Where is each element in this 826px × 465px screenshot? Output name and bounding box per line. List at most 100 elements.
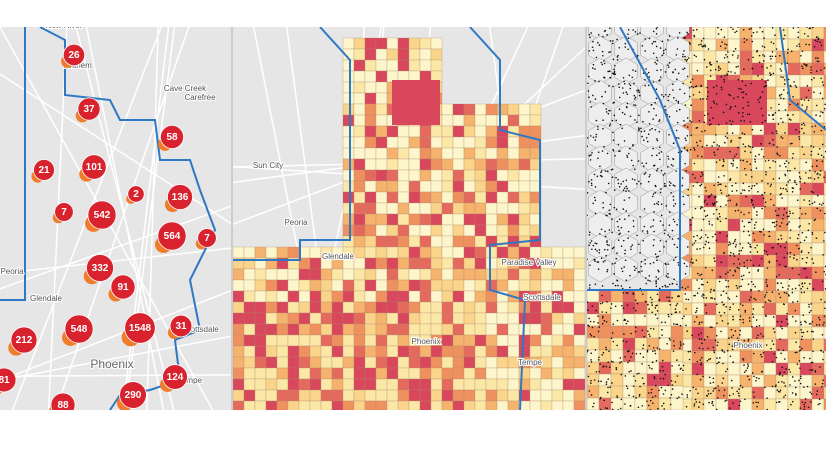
dot — [790, 119, 792, 121]
dot — [759, 97, 761, 99]
dot — [799, 225, 802, 227]
tract — [587, 301, 600, 315]
dot — [594, 98, 597, 100]
dot — [700, 338, 703, 341]
tract — [739, 230, 753, 244]
dot — [766, 284, 768, 286]
tract — [811, 362, 825, 376]
dot — [799, 241, 802, 244]
tract — [507, 301, 520, 314]
tract — [342, 125, 355, 138]
dot — [723, 36, 726, 39]
dot — [761, 78, 763, 81]
dot — [811, 233, 814, 235]
tract — [441, 103, 454, 116]
dot — [587, 309, 589, 311]
dot — [615, 367, 618, 369]
dot — [587, 214, 588, 217]
dot — [734, 31, 736, 34]
dot — [684, 272, 687, 275]
dot — [622, 239, 625, 242]
dot — [609, 213, 612, 215]
tract — [342, 169, 355, 182]
dot — [695, 85, 698, 87]
dot — [673, 259, 675, 261]
tract — [353, 191, 366, 204]
dot — [716, 144, 719, 146]
tract — [430, 389, 443, 402]
dot — [655, 27, 658, 30]
dot — [589, 320, 592, 323]
tract — [496, 246, 509, 259]
place-label: Glendale — [322, 252, 355, 261]
dot — [612, 148, 614, 151]
dot — [694, 351, 696, 354]
tract — [254, 367, 267, 380]
tract — [441, 125, 454, 138]
dot — [754, 224, 756, 226]
tract — [799, 182, 813, 196]
dot — [725, 204, 727, 206]
dot — [776, 320, 779, 323]
dot — [683, 120, 685, 122]
dot — [598, 249, 601, 251]
dot — [764, 205, 766, 208]
dot — [803, 99, 806, 101]
tract — [419, 323, 432, 336]
dot — [725, 122, 728, 124]
tract — [254, 345, 267, 358]
dot — [770, 183, 773, 186]
dot — [656, 139, 659, 142]
dot — [712, 86, 715, 89]
tract — [787, 398, 801, 410]
tract — [463, 312, 476, 325]
tract — [375, 92, 388, 105]
tract — [691, 326, 705, 340]
city-boundary — [233, 27, 351, 261]
dot — [800, 127, 803, 130]
tract — [397, 301, 410, 314]
tract — [233, 290, 245, 303]
dot — [789, 384, 791, 386]
tract — [430, 268, 443, 281]
dot — [739, 400, 742, 403]
tract — [233, 389, 245, 402]
dot — [807, 406, 810, 409]
dot — [724, 400, 727, 402]
tract — [364, 48, 377, 61]
dot — [767, 182, 769, 185]
dot — [624, 355, 626, 358]
dot — [809, 391, 811, 394]
dot — [652, 147, 654, 150]
cluster-marker — [119, 381, 147, 409]
dot — [711, 224, 713, 226]
dot — [786, 190, 788, 192]
tract — [799, 146, 813, 160]
dot — [653, 238, 655, 241]
tract — [485, 202, 498, 215]
dot — [792, 301, 794, 303]
dot — [803, 405, 806, 408]
tract — [397, 59, 410, 72]
dot — [613, 189, 616, 191]
dot — [725, 305, 727, 308]
dot — [744, 84, 747, 87]
dot — [587, 192, 589, 194]
dot — [605, 383, 608, 386]
tract — [353, 257, 366, 270]
dot — [687, 298, 690, 301]
dot — [731, 184, 734, 187]
road — [0, 247, 231, 275]
dot — [686, 396, 689, 398]
dot — [791, 157, 794, 159]
dot — [757, 74, 759, 77]
dot — [783, 162, 786, 165]
tract — [518, 180, 531, 193]
dot — [720, 86, 723, 89]
dot — [644, 315, 646, 317]
dot — [727, 51, 729, 53]
tract — [243, 279, 256, 292]
tract — [518, 334, 531, 347]
tract — [775, 134, 789, 148]
dot — [729, 355, 732, 358]
